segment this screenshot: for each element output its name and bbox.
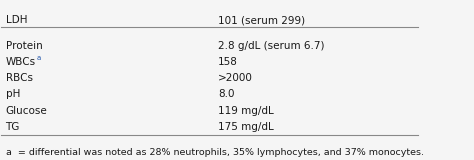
Text: 158: 158 xyxy=(218,57,238,67)
Text: 101 (serum 299): 101 (serum 299) xyxy=(218,15,305,25)
Text: RBCs: RBCs xyxy=(6,73,33,83)
Text: Protein: Protein xyxy=(6,41,42,51)
Text: 175 mg/dL: 175 mg/dL xyxy=(218,122,274,132)
Text: a: a xyxy=(37,55,41,61)
Text: >2000: >2000 xyxy=(218,73,253,83)
Text: LDH: LDH xyxy=(6,15,27,25)
Text: WBCs: WBCs xyxy=(6,57,36,67)
Text: Glucose: Glucose xyxy=(6,106,47,116)
Text: 2.8 g/dL (serum 6.7): 2.8 g/dL (serum 6.7) xyxy=(218,41,325,51)
Text: a  = differential was noted as 28% neutrophils, 35% lymphocytes, and 37% monocyt: a = differential was noted as 28% neutro… xyxy=(6,148,424,157)
Text: pH: pH xyxy=(6,89,20,100)
Text: TG: TG xyxy=(6,122,20,132)
Text: 8.0: 8.0 xyxy=(218,89,235,100)
Text: 119 mg/dL: 119 mg/dL xyxy=(218,106,274,116)
